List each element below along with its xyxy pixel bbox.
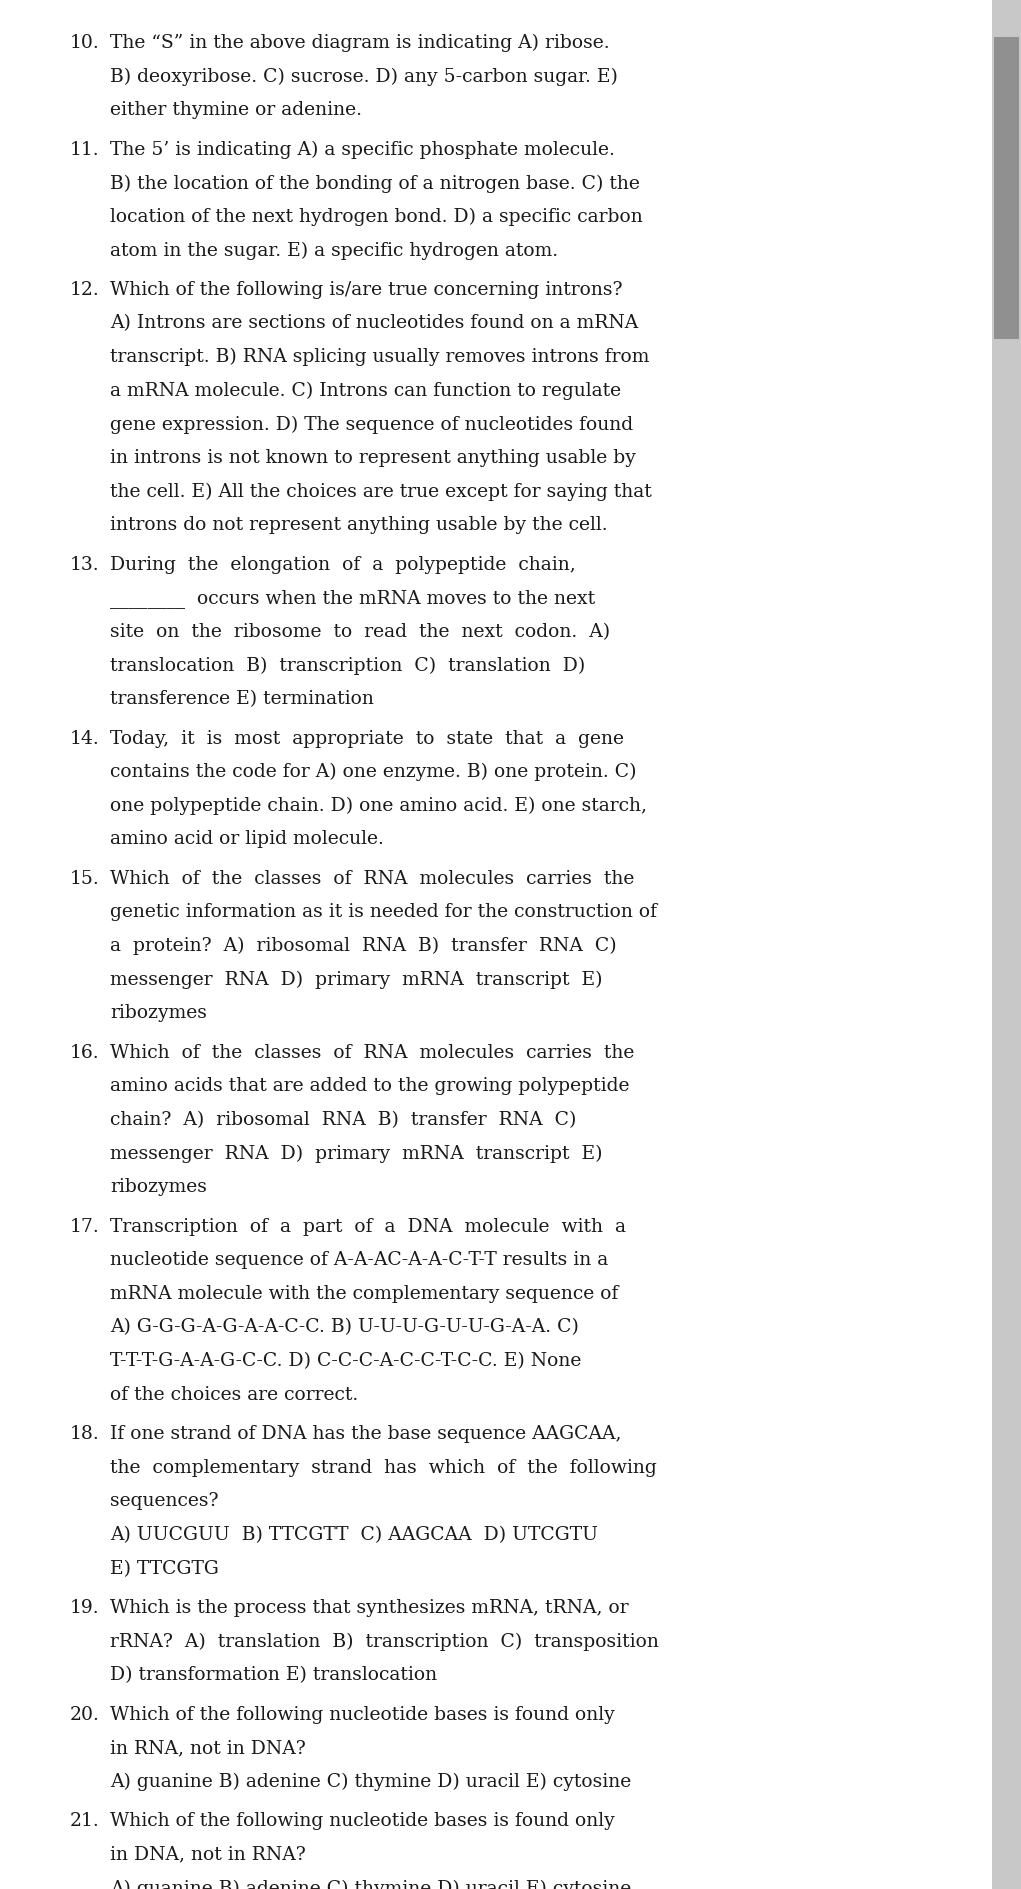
- Text: If one strand of DNA has the base sequence AAGCAA,: If one strand of DNA has the base sequen…: [110, 1424, 622, 1443]
- Text: location of the next hydrogen bond. D) a specific carbon: location of the next hydrogen bond. D) a…: [110, 208, 643, 227]
- Text: sequences?: sequences?: [110, 1492, 218, 1509]
- Text: A) G-G-G-A-G-A-A-C-C. B) U-U-U-G-U-U-G-A-A. C): A) G-G-G-A-G-A-A-C-C. B) U-U-U-G-U-U-G-A…: [110, 1319, 579, 1336]
- Text: messenger  RNA  D)  primary  mRNA  transcript  E): messenger RNA D) primary mRNA transcript…: [110, 971, 602, 988]
- Text: Which  of  the  classes  of  RNA  molecules  carries  the: Which of the classes of RNA molecules ca…: [110, 869, 635, 888]
- Text: 13.: 13.: [69, 555, 99, 574]
- Text: Which of the following nucleotide bases is found only: Which of the following nucleotide bases …: [110, 1704, 615, 1723]
- Text: genetic information as it is needed for the construction of: genetic information as it is needed for …: [110, 903, 658, 922]
- Text: A) guanine B) adenine C) thymine D) uracil E) cytosine: A) guanine B) adenine C) thymine D) urac…: [110, 1878, 632, 1889]
- Text: in DNA, not in RNA?: in DNA, not in RNA?: [110, 1846, 306, 1863]
- Text: Which of the following nucleotide bases is found only: Which of the following nucleotide bases …: [110, 1812, 615, 1829]
- Text: a mRNA molecule. C) Introns can function to regulate: a mRNA molecule. C) Introns can function…: [110, 382, 622, 400]
- Bar: [994, 38, 1019, 340]
- Text: Which of the following is/are true concerning introns?: Which of the following is/are true conce…: [110, 281, 623, 298]
- Text: mRNA molecule with the complementary sequence of: mRNA molecule with the complementary seq…: [110, 1285, 619, 1302]
- Text: A) Introns are sections of nucleotides found on a mRNA: A) Introns are sections of nucleotides f…: [110, 314, 638, 332]
- Text: The “S” in the above diagram is indicating A) ribose.: The “S” in the above diagram is indicati…: [110, 34, 610, 53]
- Text: Today,  it  is  most  appropriate  to  state  that  a  gene: Today, it is most appropriate to state t…: [110, 729, 624, 748]
- Text: messenger  RNA  D)  primary  mRNA  transcript  E): messenger RNA D) primary mRNA transcript…: [110, 1145, 602, 1162]
- Text: Which  of  the  classes  of  RNA  molecules  carries  the: Which of the classes of RNA molecules ca…: [110, 1043, 635, 1062]
- Text: the  complementary  strand  has  which  of  the  following: the complementary strand has which of th…: [110, 1458, 658, 1475]
- Text: E) TTCGTG: E) TTCGTG: [110, 1558, 220, 1577]
- Text: Transcription  of  a  part  of  a  DNA  molecule  with  a: Transcription of a part of a DNA molecul…: [110, 1217, 626, 1235]
- Text: A) guanine B) adenine C) thymine D) uracil E) cytosine: A) guanine B) adenine C) thymine D) urac…: [110, 1772, 632, 1791]
- Text: The 5’ is indicating A) a specific phosphate molecule.: The 5’ is indicating A) a specific phosp…: [110, 140, 615, 159]
- Text: 10.: 10.: [69, 34, 99, 53]
- Text: one polypeptide chain. D) one amino acid. E) one starch,: one polypeptide chain. D) one amino acid…: [110, 797, 647, 814]
- Text: a  protein?  A)  ribosomal  RNA  B)  transfer  RNA  C): a protein? A) ribosomal RNA B) transfer …: [110, 937, 617, 954]
- Text: either thymine or adenine.: either thymine or adenine.: [110, 102, 362, 119]
- Text: 14.: 14.: [69, 729, 99, 748]
- Bar: [992, 0, 1021, 1889]
- Text: 15.: 15.: [69, 869, 99, 888]
- Text: ________  occurs when the mRNA moves to the next: ________ occurs when the mRNA moves to t…: [110, 589, 595, 608]
- Text: 12.: 12.: [69, 281, 99, 298]
- Text: atom in the sugar. E) a specific hydrogen atom.: atom in the sugar. E) a specific hydroge…: [110, 242, 558, 259]
- Text: nucleotide sequence of A-A-AC-A-A-C-T-T results in a: nucleotide sequence of A-A-AC-A-A-C-T-T …: [110, 1251, 609, 1269]
- Text: D) transformation E) translocation: D) transformation E) translocation: [110, 1666, 437, 1683]
- Text: 20.: 20.: [69, 1704, 99, 1723]
- Text: 16.: 16.: [69, 1043, 99, 1062]
- Text: translocation  B)  transcription  C)  translation  D): translocation B) transcription C) transl…: [110, 655, 585, 674]
- Text: introns do not represent anything usable by the cell.: introns do not represent anything usable…: [110, 516, 607, 535]
- Text: contains the code for A) one enzyme. B) one protein. C): contains the code for A) one enzyme. B) …: [110, 763, 637, 780]
- Text: B) deoxyribose. C) sucrose. D) any 5-carbon sugar. E): B) deoxyribose. C) sucrose. D) any 5-car…: [110, 68, 618, 85]
- Text: rRNA?  A)  translation  B)  transcription  C)  transposition: rRNA? A) translation B) transcription C)…: [110, 1632, 660, 1649]
- Text: A) UUCGUU  B) TTCGTT  C) AAGCAA  D) UTCGTU: A) UUCGUU B) TTCGTT C) AAGCAA D) UTCGTU: [110, 1524, 598, 1543]
- Text: of the choices are correct.: of the choices are correct.: [110, 1385, 358, 1404]
- Text: site  on  the  ribosome  to  read  the  next  codon.  A): site on the ribosome to read the next co…: [110, 623, 611, 640]
- Text: amino acid or lipid molecule.: amino acid or lipid molecule.: [110, 829, 384, 848]
- Text: the cell. E) All the choices are true except for saying that: the cell. E) All the choices are true ex…: [110, 482, 652, 501]
- Text: ribozymes: ribozymes: [110, 1003, 207, 1022]
- Text: gene expression. D) The sequence of nucleotides found: gene expression. D) The sequence of nucl…: [110, 416, 633, 433]
- Text: chain?  A)  ribosomal  RNA  B)  transfer  RNA  C): chain? A) ribosomal RNA B) transfer RNA …: [110, 1111, 577, 1128]
- Text: transcript. B) RNA splicing usually removes introns from: transcript. B) RNA splicing usually remo…: [110, 348, 649, 366]
- Text: T-T-T-G-A-A-G-C-C. D) C-C-C-A-C-C-T-C-C. E) None: T-T-T-G-A-A-G-C-C. D) C-C-C-A-C-C-T-C-C.…: [110, 1351, 582, 1370]
- Text: transference E) termination: transference E) termination: [110, 689, 374, 708]
- Text: in introns is not known to represent anything usable by: in introns is not known to represent any…: [110, 450, 636, 467]
- Text: 17.: 17.: [69, 1217, 99, 1235]
- Text: 11.: 11.: [69, 140, 99, 159]
- Text: Which is the process that synthesizes mRNA, tRNA, or: Which is the process that synthesizes mR…: [110, 1598, 629, 1617]
- Text: 18.: 18.: [69, 1424, 99, 1443]
- Text: ribozymes: ribozymes: [110, 1177, 207, 1196]
- Text: in RNA, not in DNA?: in RNA, not in DNA?: [110, 1738, 306, 1757]
- Text: 19.: 19.: [69, 1598, 99, 1617]
- Text: amino acids that are added to the growing polypeptide: amino acids that are added to the growin…: [110, 1077, 630, 1096]
- Text: During  the  elongation  of  a  polypeptide  chain,: During the elongation of a polypeptide c…: [110, 555, 576, 574]
- Text: B) the location of the bonding of a nitrogen base. C) the: B) the location of the bonding of a nitr…: [110, 174, 640, 193]
- Text: 21.: 21.: [69, 1812, 99, 1829]
